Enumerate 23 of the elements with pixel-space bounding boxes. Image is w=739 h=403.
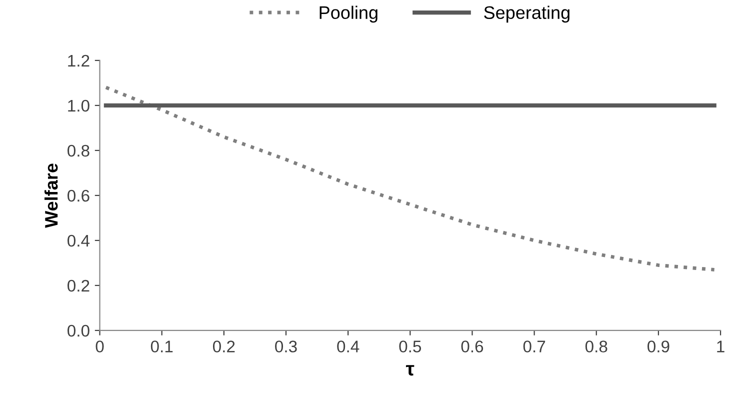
y-tick-label: 1.2 <box>68 54 90 66</box>
x-tick-label: 0.4 <box>337 340 360 352</box>
x-tick-label: 0.2 <box>212 340 235 352</box>
y-tick-label: 1.0 <box>68 100 90 112</box>
legend-label: Seperating <box>484 6 570 23</box>
line-series <box>104 86 716 272</box>
y-tick-label: 0.6 <box>68 190 90 202</box>
x-tick-label: 0.8 <box>585 340 608 352</box>
x-tick-label: 0.3 <box>275 340 297 352</box>
x-tick-label: 0.9 <box>648 340 670 352</box>
y-tick-label: 0.4 <box>68 234 90 247</box>
x-tick-label: 0.5 <box>399 340 422 352</box>
x-tick-label: 0 <box>96 340 104 352</box>
x-tick-label: 0.6 <box>461 340 484 352</box>
legend-label: Pooling <box>320 6 378 23</box>
y-axis-title: Welfare <box>44 164 58 228</box>
x-tick-label: 0.1 <box>150 340 173 352</box>
y-tick-label: 0.8 <box>68 144 90 157</box>
x-tick-label: 0.7 <box>523 340 546 352</box>
x-axis-title: τ <box>406 365 414 376</box>
x-tick-label: 1 <box>717 340 724 352</box>
y-tick-label: 0.0 <box>68 324 90 337</box>
y-tick-label: 0.2 <box>68 280 90 292</box>
